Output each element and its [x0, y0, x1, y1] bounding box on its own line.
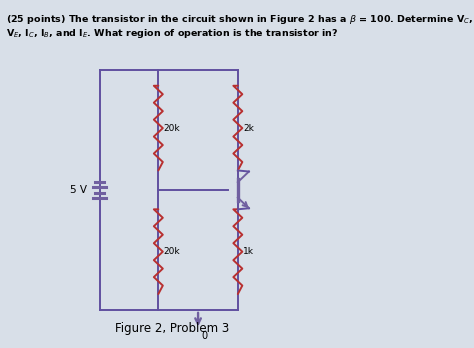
- Text: 20k: 20k: [164, 124, 180, 133]
- Text: 5 V: 5 V: [71, 185, 88, 195]
- Text: V$_E$, I$_C$, I$_B$, and I$_E$. What region of operation is the transistor in?: V$_E$, I$_C$, I$_B$, and I$_E$. What reg…: [6, 27, 339, 40]
- Text: (25 points) The transistor in the circuit shown in Figure 2 has a $\beta$ = 100.: (25 points) The transistor in the circui…: [6, 13, 474, 26]
- Text: 20k: 20k: [164, 247, 180, 256]
- Text: 2k: 2k: [243, 124, 254, 133]
- Text: 0: 0: [201, 331, 208, 341]
- Text: 1k: 1k: [243, 247, 254, 256]
- Text: Figure 2, Problem 3: Figure 2, Problem 3: [115, 322, 229, 335]
